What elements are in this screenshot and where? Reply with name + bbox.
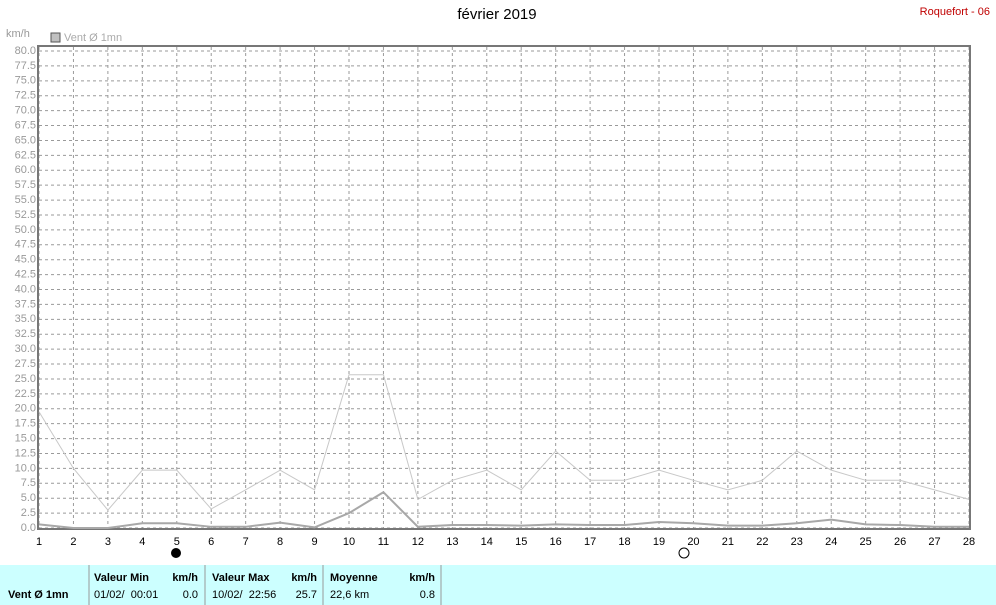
column-unit: km/h (291, 572, 317, 584)
y-tick-label: 2.5 (21, 507, 36, 519)
y-tick-label: 27.5 (15, 358, 36, 370)
column-value: 0.8 (420, 589, 435, 601)
y-tick-label: 75.0 (15, 75, 36, 87)
table-dividers (88, 565, 442, 605)
x-tick-label: 17 (584, 536, 596, 548)
x-tick-label: 11 (378, 536, 389, 548)
x-tick-label: 4 (139, 536, 145, 548)
column-title: Moyenne (330, 572, 378, 584)
y-tick-label: 60.0 (15, 164, 36, 176)
y-tick-label: 30.0 (15, 343, 36, 355)
data-line (38, 374, 970, 511)
x-tick-label: 16 (550, 536, 562, 548)
x-tick-label: 21 (722, 536, 734, 548)
x-tick-label: 3 (105, 536, 111, 548)
y-tick-label: 17.5 (15, 418, 36, 430)
y-tick-label: 40.0 (15, 283, 36, 295)
y-tick-label: 15.0 (15, 432, 36, 444)
column-title: Valeur Min (94, 572, 149, 584)
y-tick-label: 62.5 (15, 149, 36, 161)
x-tick-label: 18 (618, 536, 630, 548)
x-tick-label: 8 (277, 536, 283, 548)
x-tick-label: 10 (343, 536, 355, 548)
x-tick-label: 1 (36, 536, 42, 548)
moon-icon (678, 547, 690, 559)
y-tick-label: 50.0 (15, 224, 36, 236)
legend-swatch (50, 32, 61, 43)
y-tick-label: 37.5 (15, 298, 36, 310)
y-tick-label: 22.5 (15, 388, 36, 400)
x-tick-label: 7 (243, 536, 249, 548)
y-tick-label: 35.0 (15, 313, 36, 325)
x-tick-label: 28 (963, 536, 975, 548)
y-tick-label: 10.0 (15, 462, 36, 474)
y-tick-label: 32.5 (15, 328, 36, 340)
y-tick-label: 65.0 (15, 134, 36, 146)
data-line (38, 490, 969, 529)
y-tick-label: 67.5 (15, 119, 36, 131)
y-tick-label: 70.0 (15, 105, 36, 117)
y-tick-label: 5.0 (21, 492, 36, 504)
y-tick-label: 55.0 (15, 194, 36, 206)
x-tick-label: 14 (481, 536, 493, 548)
column-title: Valeur Max (212, 572, 270, 584)
legend-label: Vent Ø 1mn (64, 32, 122, 44)
x-tick-label: 20 (687, 536, 699, 548)
y-axis-label: km/h (6, 28, 30, 40)
x-tick-label: 9 (311, 536, 317, 548)
x-tick-label: 23 (791, 536, 803, 548)
y-tick-label: 52.5 (15, 209, 36, 221)
x-tick-label: 24 (825, 536, 837, 548)
column-unit: km/h (409, 572, 435, 584)
x-tick-label: 22 (756, 536, 768, 548)
y-tick-label: 25.0 (15, 373, 36, 385)
y-tick-label: 57.5 (15, 179, 36, 191)
column-when: 01/02/ 00:01 (94, 589, 158, 601)
x-tick-label: 13 (446, 536, 458, 548)
y-tick-label: 0.0 (21, 522, 36, 534)
column-when: 10/02/ 22:56 (212, 589, 276, 601)
y-tick-label: 45.0 (15, 254, 36, 266)
x-tick-label: 25 (860, 536, 872, 548)
y-tick-label: 20.0 (15, 403, 36, 415)
column-unit: km/h (172, 572, 198, 584)
station-name: Roquefort - 06 (920, 6, 990, 18)
x-tick-label: 5 (174, 536, 180, 548)
y-tick-label: 77.5 (15, 60, 36, 72)
x-tick-label: 6 (208, 536, 214, 548)
column-value: 25.7 (296, 589, 317, 601)
x-tick-label: 15 (515, 536, 527, 548)
y-tick-label: 42.5 (15, 269, 36, 281)
moon-icon (171, 548, 181, 558)
column-value: 0.0 (183, 589, 198, 601)
x-tick-label: 26 (894, 536, 906, 548)
y-tick-label: 7.5 (21, 477, 36, 489)
chart-title: février 2019 (457, 6, 536, 23)
x-tick-label: 12 (412, 536, 424, 548)
y-tick-label: 47.5 (15, 239, 36, 251)
summary-table (0, 565, 996, 605)
plot-frame (37, 45, 971, 530)
y-tick-label: 80.0 (15, 45, 36, 57)
y-tick-label: 72.5 (15, 90, 36, 102)
y-tick-label: 12.5 (15, 447, 36, 459)
x-tick-label: 27 (928, 536, 940, 548)
x-tick-label: 19 (653, 536, 665, 548)
column-when: 22,6 km (330, 589, 369, 601)
table-label: Vent Ø 1mn (8, 589, 69, 601)
x-tick-label: 2 (70, 536, 76, 548)
